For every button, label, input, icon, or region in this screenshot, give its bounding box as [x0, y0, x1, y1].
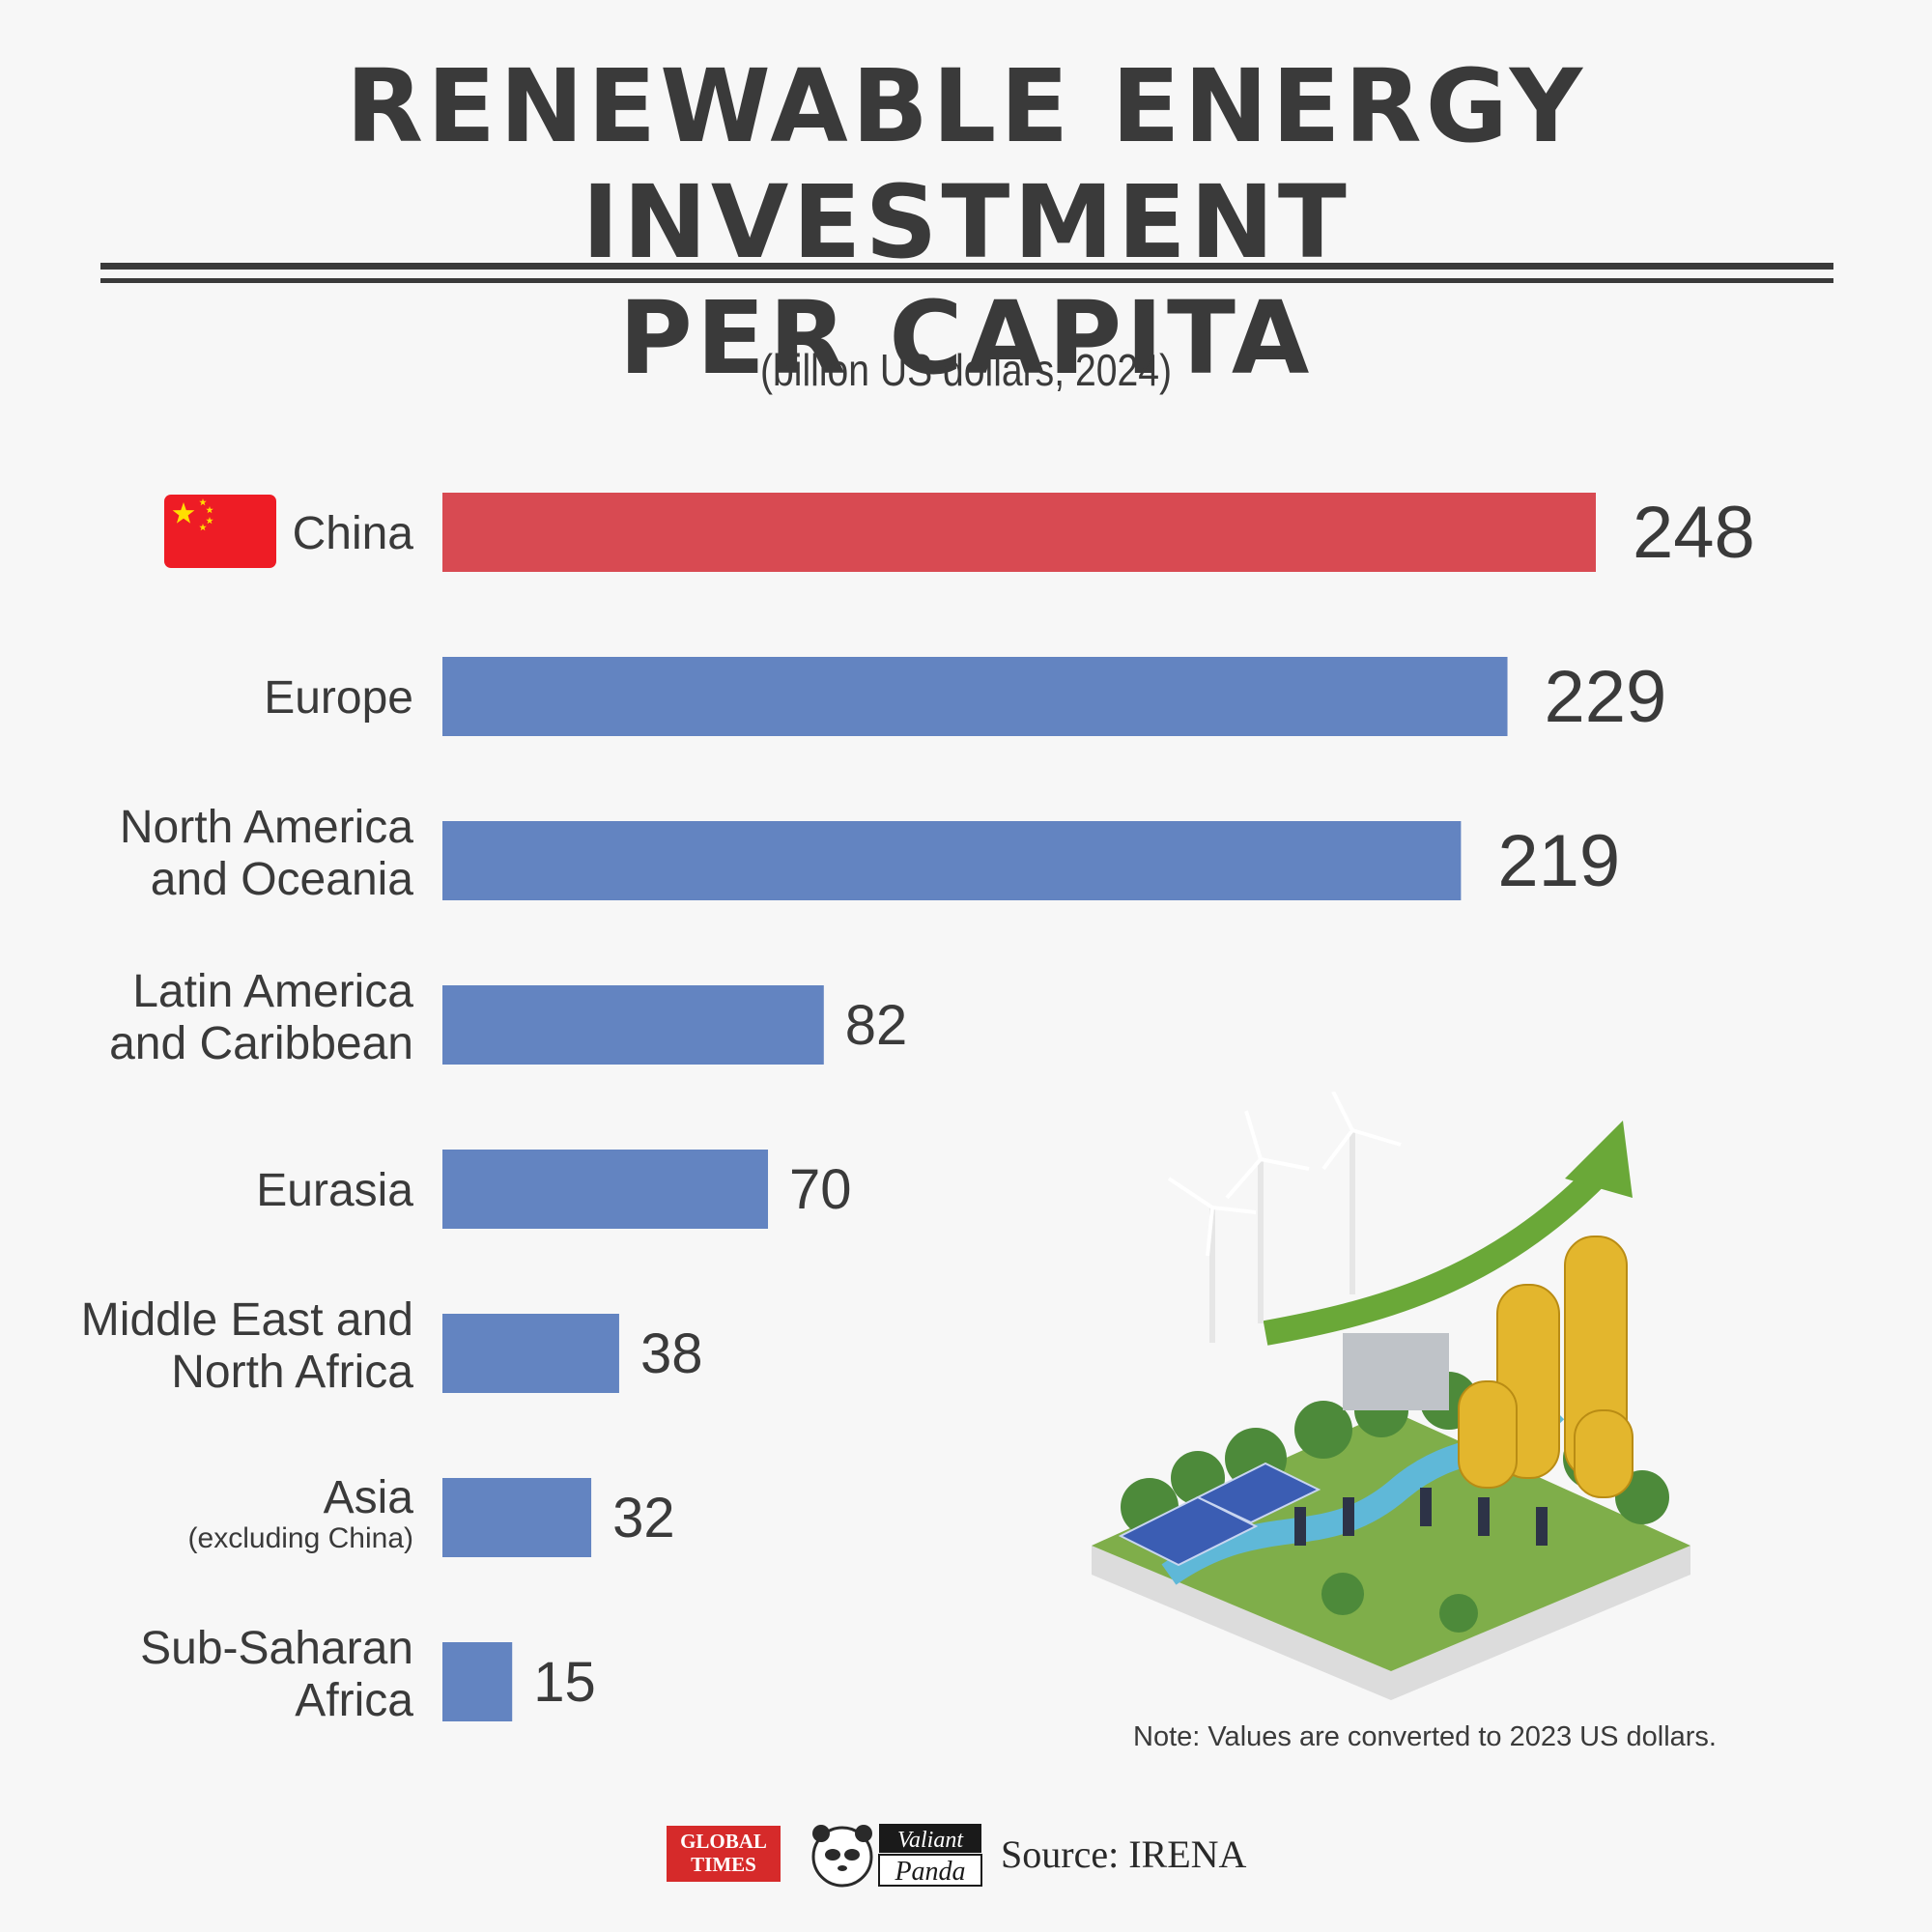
value-label: 70 [789, 1158, 852, 1221]
category-label: Asia [324, 1472, 414, 1523]
bar-europe [442, 657, 1508, 736]
category-label: China [293, 508, 414, 559]
title-line-1: RENEWABLE ENERGY INVESTMENT [345, 47, 1587, 281]
bar-asia-excluding-china- [442, 1478, 592, 1557]
value-label: 248 [1633, 492, 1755, 574]
category-label: Europe [264, 672, 413, 724]
category-label: North Africa [171, 1347, 413, 1398]
category-sublabel: (excluding China) [188, 1522, 413, 1554]
svg-text:Valiant: Valiant [897, 1828, 964, 1853]
value-label: 82 [845, 994, 908, 1057]
title-divider-top [100, 263, 1833, 270]
bar-north-america-and-oceania [442, 821, 1462, 900]
china-flag-icon [164, 495, 276, 568]
value-label: 15 [533, 1651, 596, 1714]
bar-sub-saharan-africa [442, 1642, 513, 1721]
category-label: Sub-Saharan [140, 1623, 413, 1674]
footer: GLOBAL TIMES Valiant Panda Source: IRENA [0, 1820, 1932, 1897]
title-line-2: PER CAPITA [618, 279, 1314, 397]
footnote: Note: Values are converted to 2023 US do… [1133, 1721, 1717, 1752]
renewable-investment-illustration [1092, 1092, 1690, 1700]
global-times-logo: GLOBAL TIMES [667, 1826, 781, 1882]
value-label: 229 [1545, 656, 1667, 738]
bar-middle-east-and-north-africa [442, 1314, 619, 1393]
title-divider-bottom [100, 278, 1833, 283]
category-label: Middle East and [81, 1294, 413, 1346]
chart-title: RENEWABLE ENERGY INVESTMENT PER CAPITA [0, 48, 1932, 396]
category-label: North America [120, 802, 413, 853]
source-credit: Source: IRENA [1001, 1833, 1247, 1876]
bar-latin-america-and-caribbean [442, 985, 824, 1065]
category-label: and Caribbean [109, 1018, 413, 1069]
value-label: 32 [612, 1487, 675, 1549]
category-label: Latin America [132, 966, 413, 1017]
category-label: Africa [295, 1675, 413, 1726]
bar-china [442, 493, 1596, 572]
category-label: and Oceania [151, 854, 414, 905]
bar-eurasia [442, 1150, 769, 1229]
svg-text:Panda: Panda [894, 1857, 965, 1887]
category-label: Eurasia [256, 1165, 413, 1216]
value-label: 38 [640, 1322, 703, 1385]
panda-icon [811, 1825, 873, 1888]
value-label: 219 [1497, 820, 1620, 902]
valiant-panda-logo: Valiant Panda [811, 1824, 982, 1888]
chart-subtitle: (billion US dollars, 2024) [760, 345, 1172, 395]
